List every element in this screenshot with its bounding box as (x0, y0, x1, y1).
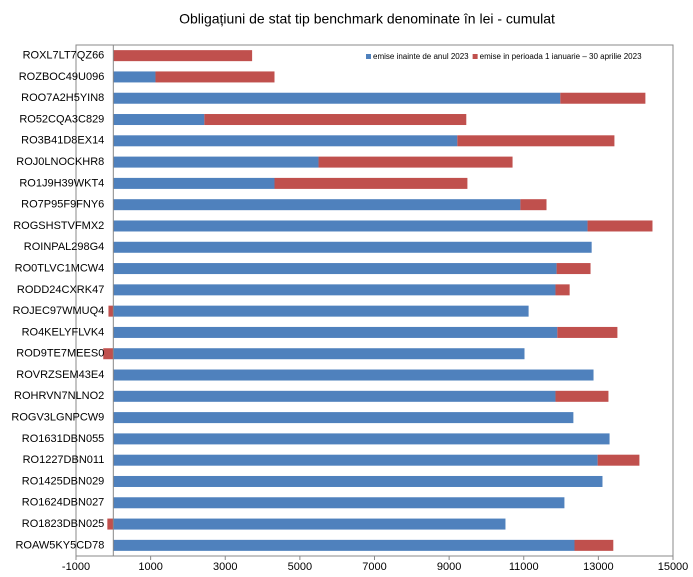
y-tick-label: ROXL7LT7QZ66 (23, 50, 105, 62)
y-tick-label: ROAW5KY5CD78 (15, 539, 104, 551)
bar (103, 348, 114, 360)
y-tick-label: ROJ0LNOCKHR8 (16, 156, 104, 168)
x-tick-label: 3000 (213, 561, 237, 573)
y-tick-label: RO7P95F9FNY6 (21, 199, 104, 211)
bar (113, 348, 525, 360)
bar (113, 220, 588, 232)
y-tick-label: ROJEC97WMUQ4 (13, 305, 105, 317)
y-tick-label: RO1631DBN055 (22, 433, 105, 445)
bar (113, 50, 253, 62)
y-tick-label: RO1227DBN011 (23, 454, 105, 466)
y-tick-label: ROO7A2H5YIN8 (21, 92, 104, 104)
bar (113, 241, 592, 253)
x-tick-label: 7000 (362, 561, 386, 573)
y-tick-label: RO1823DBN025 (22, 518, 105, 530)
bar (113, 114, 205, 126)
x-tick-label: 1000 (138, 561, 162, 573)
bar (274, 177, 468, 189)
bar (107, 518, 114, 530)
bar (520, 199, 547, 211)
y-tick-label: ROGV3LGNPCW9 (11, 412, 104, 424)
bar (113, 539, 575, 551)
x-tick-label: 11000 (509, 561, 539, 573)
bar (457, 135, 615, 147)
bar (113, 475, 603, 487)
y-tick-label: ROD9TE7MEES0 (16, 348, 104, 360)
bar (318, 156, 513, 168)
bar (113, 497, 565, 509)
bar (113, 284, 556, 296)
bar (587, 220, 653, 232)
bar (113, 433, 610, 445)
x-tick-label: 15000 (658, 561, 689, 573)
legend-label: emise in perioada 1 ianuarie – 30 aprili… (480, 52, 642, 61)
bar (113, 135, 458, 147)
bar (113, 156, 319, 168)
y-tick-label: RO52CQA3C829 (19, 113, 104, 125)
bar (113, 305, 529, 317)
y-tick-label: RO3B41D8EX14 (21, 135, 104, 147)
y-tick-label: ROGSHSTVFMX2 (13, 220, 104, 232)
bar (113, 177, 275, 189)
x-tick-label: 9000 (437, 561, 461, 573)
bar (560, 92, 646, 104)
y-tick-label: RO1624DBN027 (22, 497, 105, 509)
bar (113, 518, 506, 530)
bar (556, 263, 591, 275)
bar (113, 454, 598, 466)
y-tick-label: ROHRVN7NLNO2 (14, 390, 104, 402)
legend-swatch (366, 54, 371, 59)
legend-swatch (472, 54, 478, 59)
legend-label: emise inainte de anul 2023 (373, 52, 469, 61)
y-tick-label: ROINPAL298G4 (24, 241, 105, 253)
bar (113, 199, 521, 211)
y-tick-label: ROVRZSEM43E4 (16, 369, 104, 381)
y-tick-label: RO1425DBN029 (22, 475, 105, 487)
bar (574, 539, 614, 551)
y-tick-label: ROZBOC49U096 (19, 71, 105, 83)
bar (113, 263, 557, 275)
x-tick-label: 13000 (583, 561, 614, 573)
bar (555, 390, 609, 402)
chart-title: Obligațiuni de stat tip benchmark denomi… (179, 11, 555, 27)
bar (155, 71, 275, 83)
bar (108, 305, 114, 317)
bar (113, 412, 574, 424)
bar (113, 390, 556, 402)
y-tick-label: RO4KELYFLVK4 (22, 326, 105, 338)
bar (597, 454, 640, 466)
bar (113, 71, 156, 83)
bar (204, 114, 467, 126)
x-tick-label: 5000 (288, 561, 312, 573)
bar (113, 369, 594, 381)
y-tick-label: RO1J9H39WKT4 (19, 177, 104, 189)
bar (113, 92, 561, 104)
x-tick-label: -1000 (62, 561, 90, 573)
y-tick-label: RO0TLVC1MCW4 (15, 262, 105, 274)
bar (555, 284, 570, 296)
y-tick-label: RODD24CXRK47 (17, 284, 104, 296)
bar (557, 326, 618, 338)
bar (113, 326, 558, 338)
